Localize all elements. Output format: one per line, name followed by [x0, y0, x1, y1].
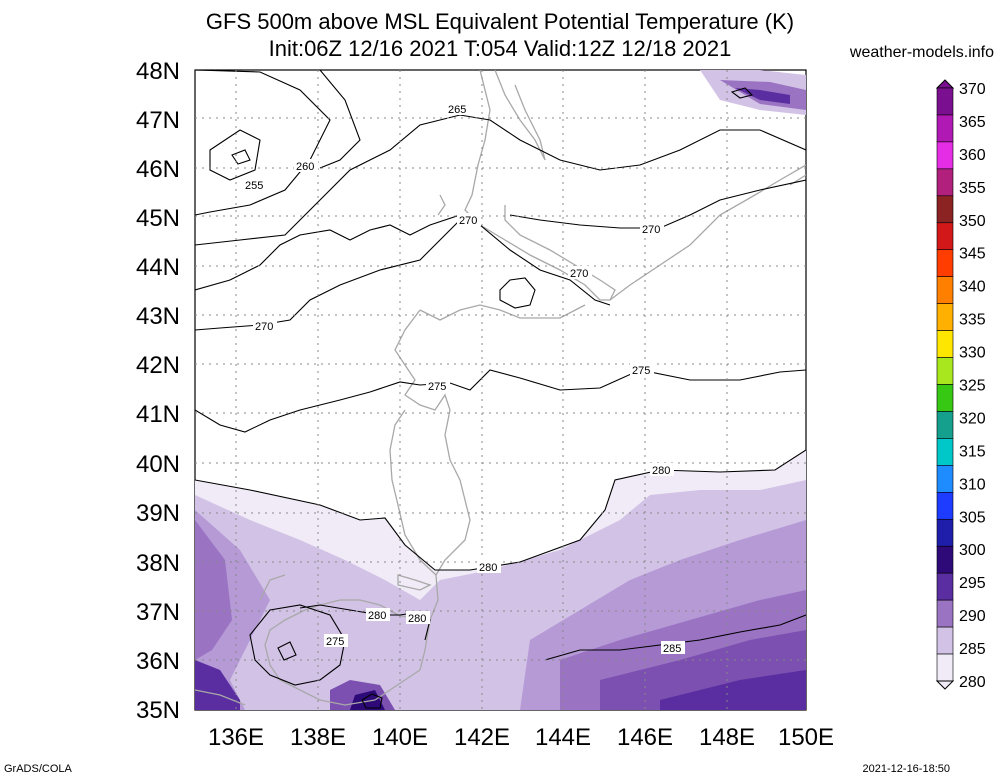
contour-label: 270: [459, 215, 477, 227]
contour-label: 280: [479, 562, 497, 574]
colorbar-swatch: [936, 357, 954, 385]
colorbar-swatch: [936, 249, 954, 277]
colorbar-label: 310: [959, 476, 986, 493]
colorbar-swatch: [936, 465, 954, 493]
colorbar-swatch: [936, 222, 954, 251]
colorbar-label: 360: [959, 147, 986, 164]
colorbar-label: 330: [959, 345, 986, 362]
colorbar-label: 350: [959, 213, 986, 230]
colorbar-label: 365: [959, 114, 986, 131]
contour-label: 280: [408, 613, 426, 625]
lon-label: 148E: [699, 724, 755, 751]
lat-label: 40N: [136, 451, 180, 478]
colorbar-swatch: [936, 384, 954, 412]
colorbar-swatch: [936, 599, 954, 628]
colorbar-swatch: [936, 114, 954, 143]
contour-label: 275: [326, 636, 344, 648]
colorbar-swatch: [936, 195, 954, 224]
footer-right: 2021-12-16-18:50: [862, 763, 950, 775]
colorbar-label: 320: [959, 410, 986, 427]
colorbar-swatch: [936, 168, 954, 197]
lat-label: 47N: [136, 107, 180, 134]
chart-title: GFS 500m above MSL Equivalent Potential …: [205, 9, 795, 34]
colorbar-label: 315: [959, 443, 986, 460]
colorbar-label: 355: [959, 180, 986, 197]
contour-labels: 265 260 255 270 270 270 270 275 275 280 …: [243, 102, 685, 655]
lat-label: 37N: [136, 599, 180, 626]
colorbar-swatch: [936, 87, 954, 116]
colorbar-bottom-arrow: [935, 680, 955, 690]
colorbar-swatch: [936, 545, 954, 574]
colorbar-label: 290: [959, 608, 986, 625]
colorbar-swatch: [936, 330, 954, 358]
colorbar-swatch: [936, 411, 954, 439]
colorbar-label: 280: [959, 674, 986, 691]
colorbar-swatch: [936, 572, 954, 601]
lon-label: 138E: [290, 724, 346, 751]
lon-label: 136E: [208, 724, 264, 751]
lat-label: 38N: [136, 550, 180, 577]
lat-label: 44N: [136, 254, 180, 281]
lon-label: 146E: [617, 724, 673, 751]
lat-label: 35N: [136, 697, 180, 724]
lat-label: 43N: [136, 303, 180, 330]
colorbar-swatch: [936, 276, 954, 304]
colorbar-label: 335: [959, 312, 986, 329]
chart-subtitle: Init:06Z 12/16 2021 T:054 Valid:12Z 12/1…: [268, 36, 732, 61]
colorbar-top-arrow: [935, 79, 955, 89]
colorbar-swatch: [936, 626, 954, 655]
colorbar-label: 340: [959, 279, 986, 296]
lat-label: 42N: [136, 352, 180, 379]
lat-label: 39N: [136, 500, 180, 527]
lat-label: 41N: [136, 401, 180, 428]
footer-left: GrADS/COLA: [4, 763, 72, 775]
lat-label: 45N: [136, 205, 180, 232]
lon-label: 142E: [454, 724, 510, 751]
colorbar-label: 325: [959, 378, 986, 395]
colorbar-label: 285: [959, 641, 986, 658]
contour-label: 275: [428, 381, 446, 393]
colorbar-label: 370: [959, 81, 986, 98]
contour-label: 270: [642, 224, 660, 236]
lat-label: 46N: [136, 156, 180, 183]
map-gridlines: [195, 70, 806, 710]
lon-label: 150E: [778, 724, 834, 751]
contour-label: 270: [255, 321, 273, 333]
colorbar-swatch: [936, 438, 954, 466]
colorbar-label: 305: [959, 509, 986, 526]
lon-label: 140E: [372, 724, 428, 751]
brand-label: weather-models.info: [849, 44, 994, 61]
lat-label: 48N: [136, 58, 180, 85]
lat-label: 36N: [136, 648, 180, 675]
longitude-labels: 136E 138E 140E 142E 144E 146E 148E 150E: [208, 724, 834, 751]
contour-label: 260: [296, 161, 314, 173]
colorbar-swatch: [936, 141, 954, 170]
colorbar-swatch: [936, 518, 954, 547]
colorbar-swatch: [936, 492, 954, 520]
contour-label: 280: [652, 465, 670, 477]
latitude-labels: 48N 47N 46N 45N 44N 43N 42N 41N 40N 39N …: [136, 58, 180, 724]
contour-label: 255: [245, 180, 263, 192]
colorbar-label: 345: [959, 246, 986, 263]
contour-label: 285: [663, 643, 681, 655]
contour-label: 265: [448, 104, 466, 116]
colorbar-label: 295: [959, 575, 986, 592]
contour-label: 280: [368, 610, 386, 622]
contour-label: 270: [570, 268, 588, 280]
colorbar: 370 365 360 355 350 345 340 335 330 325 320 315 310 3…: [935, 79, 986, 691]
lon-label: 144E: [535, 724, 591, 751]
colorbar-swatch: [936, 303, 954, 331]
colorbar-label: 300: [959, 542, 986, 559]
colorbar-swatch: [936, 653, 954, 682]
contour-label: 275: [632, 365, 650, 377]
